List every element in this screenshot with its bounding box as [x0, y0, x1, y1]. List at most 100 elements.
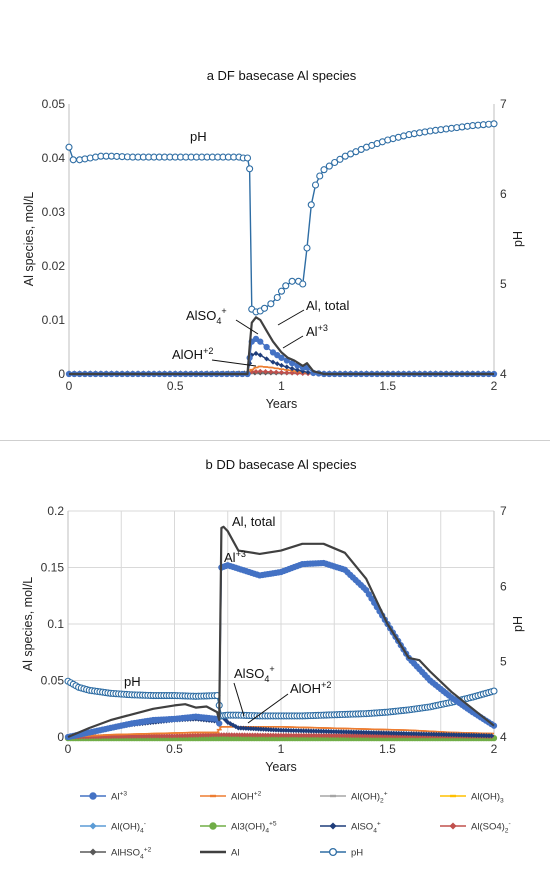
legend-swatch-marker — [449, 822, 457, 830]
data-point — [289, 366, 295, 372]
annotations-b: Al, total Al+3 pH AlSO4+ AlOH+2 — [124, 514, 331, 724]
annotation-al3: Al+3 — [224, 549, 246, 565]
data-point — [307, 201, 315, 209]
y-tick-label: 0.04 — [42, 151, 66, 165]
x-tick-label: 2 — [491, 379, 498, 393]
data-point — [336, 155, 344, 163]
series-line — [67, 525, 495, 739]
data-point — [270, 359, 276, 365]
data-point — [305, 369, 311, 375]
annotation-also4: AlSO4+ — [186, 306, 227, 326]
legend-item: pH — [320, 848, 363, 859]
data-point — [242, 732, 248, 738]
annotation-also4: AlSO4+ — [234, 664, 275, 684]
data-point — [488, 733, 495, 739]
data-point — [273, 369, 279, 375]
x-tick-label: 1 — [278, 742, 285, 756]
legend-item: Al3(OH)4+5 — [200, 821, 277, 835]
x-tick-label: 0.5 — [166, 742, 183, 756]
data-point — [236, 732, 243, 738]
y2-tick-label: 6 — [500, 579, 507, 593]
x-tick-label: 1.5 — [379, 742, 396, 756]
legend: Al+3 AlOH+2 Al(OH)2+ Al(OH)3 Al(OH)4- Al3(OH)… — [80, 791, 511, 861]
data-point — [65, 143, 73, 151]
series-line — [68, 123, 495, 313]
legend-item: Al(OH)3 — [440, 792, 504, 805]
annotation-aloh2: AlOH+2 — [172, 346, 213, 362]
data-point — [262, 732, 268, 738]
legend-label: AlSO4+ — [351, 821, 381, 835]
data-point — [255, 732, 261, 738]
y-tick-label: 0.2 — [47, 504, 64, 518]
legend-label: Al(OH)3 — [471, 792, 504, 805]
legend-label: AlHSO4+2 — [111, 847, 152, 861]
data-point — [303, 244, 311, 252]
data-point — [257, 338, 264, 345]
data-point — [274, 361, 280, 367]
data-point — [278, 362, 285, 368]
legend-label: Al(OH)2+ — [351, 791, 388, 805]
y2-tick-label: 7 — [500, 97, 507, 111]
data-point — [221, 732, 227, 738]
data-point — [277, 287, 286, 295]
legend-item: AlSO4+ — [320, 821, 381, 835]
data-point — [316, 172, 324, 180]
y-tick-label: 0.05 — [41, 674, 65, 688]
annotation-al-total: Al, total — [232, 514, 275, 529]
data-point — [268, 732, 274, 738]
data-point — [252, 335, 260, 343]
data-point — [249, 732, 256, 738]
legend-label: pH — [351, 848, 363, 859]
x-tick-label: 0 — [65, 742, 72, 756]
annotation-also4-pointer — [235, 319, 259, 335]
data-point — [311, 181, 320, 189]
annotation-aloh2-pointer — [211, 359, 257, 367]
chart-panel-a: a DF basecase Al species 0 0.5 1 1.5 2 0 0.01 0.… — [0, 68, 550, 441]
data-point — [253, 350, 259, 357]
y-tick-label: 0.01 — [42, 313, 66, 327]
annotation-ph: pH — [190, 129, 207, 144]
annotation-al-total-pointer — [277, 309, 305, 326]
y2-tick-label: 4 — [500, 367, 507, 381]
legend-label: Al — [231, 848, 239, 859]
data-point — [257, 352, 263, 358]
y-tick-label: 0.02 — [42, 259, 66, 273]
x-tick-label: 0 — [66, 379, 73, 393]
data-point — [490, 120, 498, 128]
chart-panel-b: b DD basecase Al species 0 0.5 1 1.5 2 0 0.05 0.… — [0, 441, 550, 877]
legend-label: Al+3 — [111, 791, 127, 803]
annotation-ph: pH — [124, 674, 141, 689]
data-point — [282, 282, 290, 290]
legend-swatch-marker — [209, 822, 217, 830]
data-point — [260, 732, 266, 738]
data-point — [269, 349, 277, 356]
data-point — [284, 364, 290, 370]
y-tick-label: 0.05 — [42, 97, 66, 111]
y-tick-label: 0 — [58, 367, 65, 381]
y2-tick-label: 7 — [500, 504, 507, 518]
data-point — [264, 356, 270, 362]
data-point — [226, 732, 232, 738]
data-point — [257, 732, 263, 738]
y2-tick-label: 4 — [500, 730, 507, 744]
data-point — [288, 277, 296, 285]
data-point — [243, 154, 252, 162]
data-point — [331, 158, 339, 167]
data-point — [273, 732, 279, 738]
annotation-also4-pointer — [233, 682, 245, 717]
legend-item: AlOH+2 — [200, 791, 262, 803]
legend-swatch-marker — [328, 847, 338, 857]
y-tick-label: 0.1 — [47, 617, 64, 631]
y-axis-label: Al species, mol/L — [21, 577, 35, 672]
y-tick-label: 0.15 — [41, 561, 65, 575]
series-ph — [65, 120, 498, 316]
y2-tick-label: 5 — [500, 655, 507, 669]
data-point — [263, 343, 270, 351]
annotation-al-total: Al, total — [306, 298, 349, 313]
data-point — [278, 354, 285, 361]
y2-axis-label: pH — [511, 616, 525, 632]
legend-swatch-marker — [89, 848, 97, 856]
legend-swatch-marker — [329, 822, 337, 830]
data-point — [320, 166, 328, 174]
series-al — [67, 525, 495, 739]
